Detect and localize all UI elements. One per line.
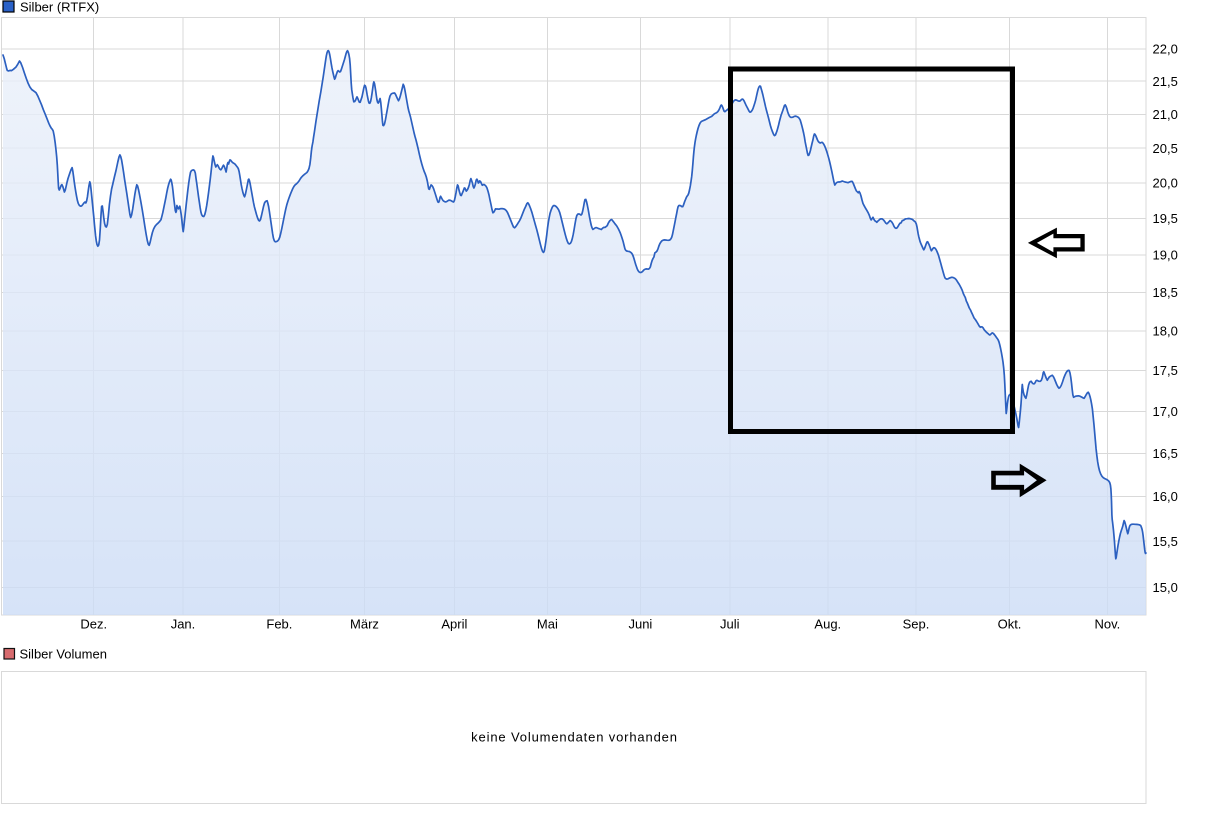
- svg-text:Mai: Mai: [537, 617, 558, 632]
- svg-text:17,5: 17,5: [1153, 363, 1178, 378]
- svg-text:Okt.: Okt.: [998, 617, 1022, 632]
- svg-text:22,0: 22,0: [1153, 42, 1178, 57]
- svg-text:16,5: 16,5: [1153, 446, 1178, 461]
- svg-text:15,5: 15,5: [1153, 534, 1178, 549]
- svg-text:15,0: 15,0: [1153, 580, 1178, 595]
- svg-text:Sep.: Sep.: [903, 617, 930, 632]
- svg-text:Juni: Juni: [628, 617, 652, 632]
- svg-text:17,0: 17,0: [1153, 404, 1178, 419]
- svg-text:März: März: [350, 617, 379, 632]
- svg-text:19,5: 19,5: [1153, 211, 1178, 226]
- svg-text:Nov.: Nov.: [1095, 617, 1121, 632]
- svg-text:Silber (RTFX): Silber (RTFX): [20, 0, 99, 15]
- svg-text:18,0: 18,0: [1153, 324, 1178, 339]
- svg-text:Jan.: Jan.: [171, 617, 196, 632]
- svg-text:16,0: 16,0: [1153, 489, 1178, 504]
- svg-text:19,0: 19,0: [1153, 248, 1178, 263]
- svg-text:keine Volumendaten vorhanden: keine Volumendaten vorhanden: [471, 730, 678, 745]
- svg-text:20,5: 20,5: [1153, 141, 1178, 156]
- svg-text:Feb.: Feb.: [266, 617, 292, 632]
- svg-text:Juli: Juli: [720, 617, 740, 632]
- svg-text:Aug.: Aug.: [814, 617, 841, 632]
- svg-text:April: April: [441, 617, 467, 632]
- svg-text:Dez.: Dez.: [80, 617, 107, 632]
- svg-text:Silber Volumen: Silber Volumen: [20, 647, 107, 662]
- svg-text:21,5: 21,5: [1153, 74, 1178, 89]
- svg-text:20,0: 20,0: [1153, 176, 1178, 191]
- svg-text:21,0: 21,0: [1153, 107, 1178, 122]
- svg-text:18,5: 18,5: [1153, 285, 1178, 300]
